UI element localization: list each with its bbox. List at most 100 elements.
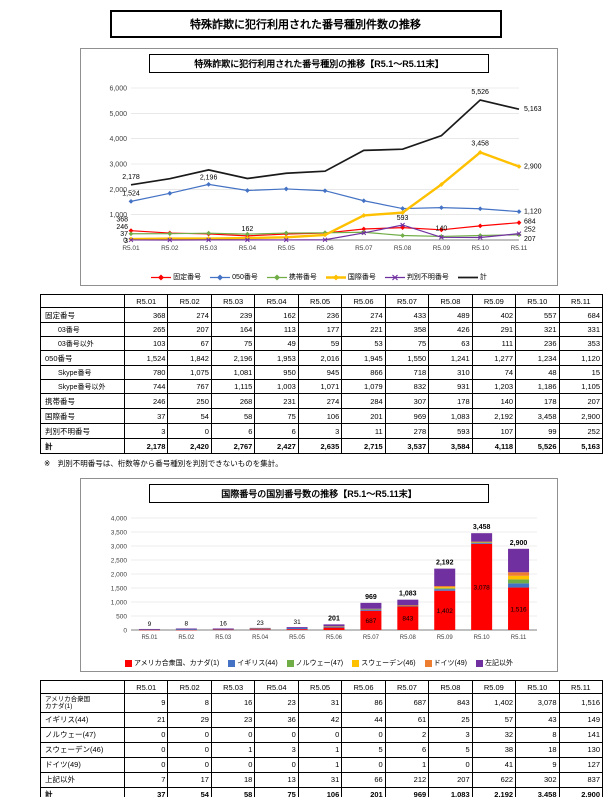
row-label: 上記以外 bbox=[40, 771, 125, 788]
value-cell: 1,079 bbox=[341, 379, 386, 394]
svg-text:207: 207 bbox=[524, 236, 536, 243]
value-cell: 1 bbox=[384, 756, 430, 773]
value-cell: 8 bbox=[167, 693, 212, 713]
value-cell: 236 bbox=[297, 307, 343, 323]
column-header: R5.07 bbox=[384, 680, 430, 694]
svg-text:R5.06: R5.06 bbox=[316, 245, 334, 252]
country-table: R5.01 R5.02 R5.03 R5.04 R5.05 R5.06 R5.07 R5.08… bbox=[40, 680, 604, 797]
column-header: R5.05 bbox=[297, 680, 343, 694]
table-row: 計 37 54 58 75 106 201 969 1,083 2,192 3,458 2,900 bbox=[40, 786, 604, 797]
value-cell: 1,945 bbox=[341, 350, 386, 366]
value-cell: 3,537 bbox=[384, 438, 430, 454]
value-cell: 2,196 bbox=[210, 350, 256, 366]
row-label: 固定番号 bbox=[40, 307, 125, 323]
legend-item: イギリス(44) bbox=[228, 658, 278, 668]
legend-label: ノルウェー(47) bbox=[295, 660, 344, 667]
svg-text:R5.04: R5.04 bbox=[252, 635, 269, 641]
value-cell: 75 bbox=[254, 786, 299, 797]
svg-text:16: 16 bbox=[220, 620, 228, 627]
line-chart-panel: 特殊詐欺に犯行利用された番号種別の推移【R5.1～R5.11末】 0 1,000 2… bbox=[80, 48, 558, 286]
column-header: R5.03 bbox=[210, 680, 256, 694]
table-row: アメリカ合衆国 カナダ(1) 9 8 16 23 31 86 687 843 1,402 3,078 1… bbox=[40, 693, 604, 713]
svg-text:1,083: 1,083 bbox=[399, 591, 417, 598]
column-header: R5.02 bbox=[167, 294, 212, 308]
value-cell: 402 bbox=[471, 307, 517, 323]
value-cell: 29 bbox=[167, 711, 212, 728]
value-cell: 23 bbox=[210, 711, 256, 728]
value-cell: 837 bbox=[558, 771, 604, 788]
svg-text:3: 3 bbox=[124, 238, 128, 245]
value-cell: 4,118 bbox=[471, 438, 517, 454]
value-cell: 0 bbox=[210, 756, 256, 773]
row-label: ノルウェー(47) bbox=[40, 726, 125, 743]
value-cell: 426 bbox=[428, 322, 473, 337]
legend-marker-icon bbox=[266, 274, 287, 280]
svg-text:1,000: 1,000 bbox=[109, 212, 127, 219]
svg-text:1,120: 1,120 bbox=[524, 209, 542, 216]
value-cell: 2,420 bbox=[167, 438, 212, 454]
value-cell: 17 bbox=[167, 771, 212, 788]
svg-text:3,458: 3,458 bbox=[471, 140, 489, 147]
value-cell: 207 bbox=[558, 393, 604, 409]
legend-marker-icon bbox=[210, 274, 231, 280]
value-cell: 1,115 bbox=[210, 379, 256, 394]
svg-text:687: 687 bbox=[365, 618, 376, 625]
value-cell: 1 bbox=[210, 741, 256, 758]
column-header: R5.10 bbox=[515, 680, 560, 694]
value-cell: 5 bbox=[428, 741, 473, 758]
value-cell: 307 bbox=[384, 393, 430, 409]
value-cell: 2,900 bbox=[558, 786, 604, 797]
value-cell: 59 bbox=[297, 336, 343, 351]
svg-text:0: 0 bbox=[123, 628, 127, 635]
svg-text:8: 8 bbox=[185, 620, 189, 627]
svg-text:31: 31 bbox=[293, 619, 301, 626]
svg-text:R5.10: R5.10 bbox=[474, 635, 491, 641]
svg-text:R5.11: R5.11 bbox=[511, 635, 527, 641]
value-cell: 111 bbox=[471, 336, 517, 351]
svg-text:2,178: 2,178 bbox=[122, 174, 140, 181]
table-row: Skype番号以外 744 767 1,115 1,003 1,071 1,079 832 93… bbox=[40, 379, 604, 394]
legend-item: 左記以外 bbox=[476, 658, 513, 668]
legend-item: 固定番号 bbox=[151, 272, 201, 282]
legend-swatch-icon bbox=[124, 659, 132, 667]
value-cell: 1,277 bbox=[471, 350, 517, 366]
svg-text:R5.07: R5.07 bbox=[355, 245, 373, 252]
column-header: R5.10 bbox=[515, 294, 560, 308]
column-header: R5.11 bbox=[558, 294, 604, 308]
number-type-table: R5.01 R5.02 R5.03 R5.04 R5.05 R5.06 R5.07 R5.08… bbox=[40, 294, 604, 454]
header-row: R5.01 R5.02 R5.03 R5.04 R5.05 R5.06 R5.07 R5.08… bbox=[40, 294, 604, 308]
value-cell: 99 bbox=[515, 423, 560, 439]
row-label: ドイツ(49) bbox=[40, 756, 125, 773]
svg-text:3,078: 3,078 bbox=[473, 584, 490, 591]
svg-text:3,500: 3,500 bbox=[111, 530, 128, 537]
row-label: 計 bbox=[40, 786, 125, 797]
value-cell: 1,524 bbox=[123, 350, 169, 366]
value-cell: 0 bbox=[167, 423, 212, 439]
bar-chart-panel: 国際番号の国別番号数の推移【R5.1～R5.11末】 0 500 1,000 1,50… bbox=[80, 478, 558, 672]
value-cell: 0 bbox=[341, 726, 386, 743]
value-cell: 23 bbox=[254, 693, 299, 713]
value-cell: 2,016 bbox=[297, 350, 343, 366]
value-cell: 25 bbox=[428, 711, 473, 728]
table-row: 判別不明番号 3 0 6 6 3 11 278 593 107 99 252 bbox=[40, 423, 604, 439]
value-cell: 684 bbox=[558, 307, 604, 323]
value-cell: 57 bbox=[471, 711, 517, 728]
value-cell: 5,526 bbox=[515, 438, 560, 454]
value-cell: 58 bbox=[210, 786, 256, 797]
value-cell: 75 bbox=[210, 336, 256, 351]
value-cell: 1,083 bbox=[428, 408, 473, 424]
value-cell: 0 bbox=[167, 756, 212, 773]
value-cell: 1,550 bbox=[384, 350, 430, 366]
value-cell: 75 bbox=[254, 408, 299, 424]
value-cell: 6 bbox=[254, 423, 299, 439]
value-cell: 9 bbox=[123, 693, 169, 713]
value-cell: 278 bbox=[384, 423, 430, 439]
column-header: R5.06 bbox=[341, 294, 386, 308]
bar-chart: 0 500 1,000 1,500 2,000 2,500 3,000 3,500 4,000 R… bbox=[111, 516, 537, 641]
row-label: イギリス(44) bbox=[40, 711, 125, 728]
column-header: R5.03 bbox=[210, 294, 256, 308]
value-cell: 1,105 bbox=[558, 379, 604, 394]
svg-text:R5.01: R5.01 bbox=[141, 635, 158, 641]
value-cell: 0 bbox=[254, 726, 299, 743]
value-cell: 0 bbox=[167, 726, 212, 743]
